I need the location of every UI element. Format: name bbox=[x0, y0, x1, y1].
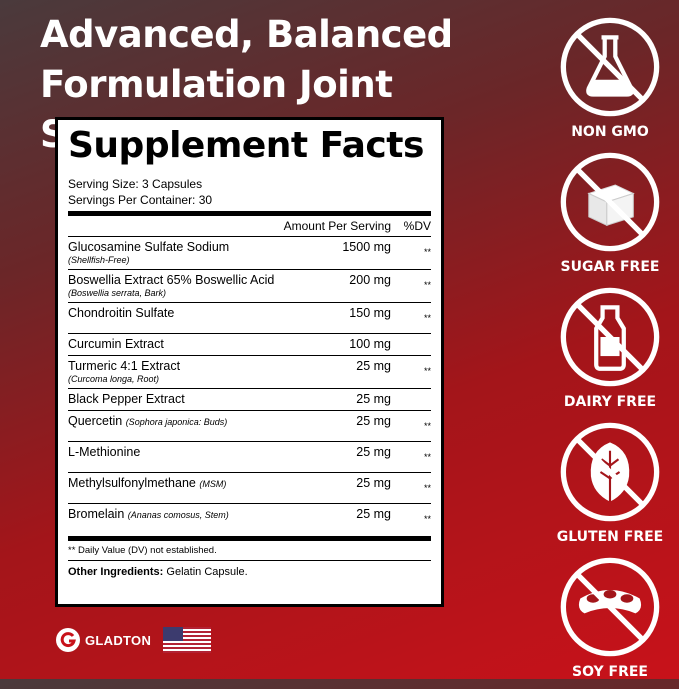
other-label: Other Ingredients: bbox=[68, 566, 164, 578]
ingredient-dv: ** bbox=[423, 452, 431, 462]
ingredient-dv: ** bbox=[423, 247, 431, 257]
sugar-cube-icon bbox=[560, 152, 660, 252]
column-dv: %DV bbox=[403, 219, 431, 233]
ingredient-row: Quercetin (Sophora japonica: Buds) 25 mg *… bbox=[68, 410, 431, 441]
ingredient-amount: 25 mg bbox=[356, 359, 391, 373]
brand-g-icon bbox=[56, 628, 80, 652]
ingredient-label: Glucosamine Sulfate Sodium bbox=[68, 240, 230, 254]
thick-divider bbox=[68, 211, 431, 216]
serving-info: Serving Size: 3 Capsules Servings Per Co… bbox=[68, 176, 431, 208]
ingredient-label: L-Methionine bbox=[68, 445, 141, 459]
badge-dairy-free: DAIRY FREE bbox=[555, 284, 665, 410]
brand-name: GLADTON bbox=[85, 632, 152, 648]
soybean-icon bbox=[560, 557, 660, 657]
ingredient-source: (Curcoma longa, Root) bbox=[68, 374, 160, 384]
ingredient-row: Methylsulfonylmethane (MSM) 25 mg ** bbox=[68, 472, 431, 503]
ingredient-name: Black Pepper Extract bbox=[68, 392, 301, 407]
badge-label: NON GMO bbox=[571, 124, 649, 140]
ingredient-name: Curcumin Extract bbox=[68, 337, 301, 352]
column-header: Amount Per Serving %DV bbox=[68, 216, 431, 236]
badge-label: GLUTEN FREE bbox=[556, 529, 664, 545]
ingredient-row: Turmeric 4:1 Extract (Curcoma longa, Root… bbox=[68, 355, 431, 388]
badge-label: SOY FREE bbox=[572, 664, 648, 680]
ingredient-row: Bromelain (Ananas comosus, Stem) 25 mg ** bbox=[68, 503, 431, 534]
ingredient-row: Curcumin Extract 100 mg bbox=[68, 333, 431, 355]
us-flag-icon bbox=[163, 627, 211, 653]
ingredient-name: Bromelain (Ananas comosus, Stem) bbox=[68, 507, 301, 531]
ingredient-row: Boswellia Extract 65% Boswellic Acid (Bos… bbox=[68, 269, 431, 302]
headline: Advanced, Balanced Formulation Joint Sup… bbox=[40, 10, 500, 160]
badges: NON GMO SUGAR FREE DAIRY FREE GLUTEN FRE… bbox=[555, 14, 665, 689]
ingredient-dv: ** bbox=[423, 366, 431, 376]
ingredient-amount: 25 mg bbox=[356, 445, 391, 459]
facts-title: Supplement Facts bbox=[68, 125, 424, 166]
ingredient-row: Black Pepper Extract 25 mg bbox=[68, 388, 431, 410]
ingredient-amount: 1500 mg bbox=[342, 240, 391, 254]
leaf-icon bbox=[560, 422, 660, 522]
ingredient-amount: 100 mg bbox=[349, 337, 391, 351]
ingredient-name: Boswellia Extract 65% Boswellic Acid (Bos… bbox=[68, 273, 301, 299]
supplement-facts-panel: Supplement Facts Serving Size: 3 Capsule… bbox=[55, 117, 444, 607]
column-amount: Amount Per Serving bbox=[283, 219, 391, 233]
other-ingredients: Other Ingredients: Gelatin Capsule. bbox=[68, 560, 431, 583]
ingredient-amount: 200 mg bbox=[349, 273, 391, 287]
ingredient-dv: ** bbox=[423, 514, 431, 524]
ingredient-dv bbox=[391, 392, 431, 407]
ingredient-source: (Sophora japonica: Buds) bbox=[125, 417, 228, 427]
ingredient-amount: 150 mg bbox=[349, 306, 391, 320]
badge-sugar-free: SUGAR FREE bbox=[555, 149, 665, 275]
ingredient-amount: 25 mg bbox=[356, 476, 391, 490]
headline-line-1: Advanced, Balanced bbox=[40, 13, 453, 56]
ingredient-label: Black Pepper Extract bbox=[68, 392, 185, 406]
ingredient-label: Bromelain bbox=[68, 507, 125, 521]
milk-bottle-icon bbox=[560, 287, 660, 387]
ingredient-row: Chondroitin Sulfate 150 mg ** bbox=[68, 302, 431, 333]
ingredient-dv: ** bbox=[423, 280, 431, 290]
ingredient-dv bbox=[391, 337, 431, 352]
ingredient-amount: 25 mg bbox=[356, 507, 391, 521]
ingredient-dv: ** bbox=[423, 313, 431, 323]
ingredient-label: Chondroitin Sulfate bbox=[68, 306, 175, 320]
ingredient-dv: ** bbox=[423, 421, 431, 431]
ingredient-source: (MSM) bbox=[199, 479, 227, 489]
ingredient-source: (Ananas comosus, Stem) bbox=[127, 510, 229, 520]
ingredient-source: (Shellfish-Free) bbox=[68, 255, 130, 265]
ingredient-name: Turmeric 4:1 Extract (Curcoma longa, Root… bbox=[68, 359, 301, 385]
ingredient-amount: 25 mg bbox=[356, 392, 391, 406]
ingredient-label: Curcumin Extract bbox=[68, 337, 164, 351]
flask-icon bbox=[560, 17, 660, 117]
ingredient-name: L-Methionine bbox=[68, 445, 301, 469]
ingredient-name: Methylsulfonylmethane (MSM) bbox=[68, 476, 301, 500]
brand-logo: GLADTON bbox=[55, 627, 151, 653]
servings-per-container: Servings Per Container: 30 bbox=[68, 193, 213, 207]
ingredient-amount: 25 mg bbox=[356, 414, 391, 428]
ingredient-name: Chondroitin Sulfate bbox=[68, 306, 301, 330]
footnote: ** Daily Value (DV) not established. bbox=[68, 536, 431, 560]
badge-soy-free: SOY FREE bbox=[555, 554, 665, 680]
ingredient-label: Boswellia Extract 65% Boswellic Acid bbox=[68, 273, 275, 287]
ingredient-dv: ** bbox=[423, 483, 431, 493]
ingredient-row: Glucosamine Sulfate Sodium (Shellfish-Fre… bbox=[68, 236, 431, 269]
ingredient-source: (Boswellia serrata, Bark) bbox=[68, 288, 167, 298]
badge-label: SUGAR FREE bbox=[560, 259, 660, 275]
other-value: Gelatin Capsule. bbox=[166, 566, 248, 578]
badge-non-gmo: NON GMO bbox=[555, 14, 665, 140]
ingredient-name: Glucosamine Sulfate Sodium (Shellfish-Fre… bbox=[68, 240, 301, 266]
ingredient-row: L-Methionine 25 mg ** bbox=[68, 441, 431, 472]
badge-gluten-free: GLUTEN FREE bbox=[555, 419, 665, 545]
ingredient-label: Quercetin bbox=[68, 414, 123, 428]
ingredient-label: Turmeric 4:1 Extract bbox=[68, 359, 181, 373]
ingredient-name: Quercetin (Sophora japonica: Buds) bbox=[68, 414, 301, 438]
ingredient-label: Methylsulfonylmethane bbox=[68, 476, 196, 490]
ingredient-rows: Glucosamine Sulfate Sodium (Shellfish-Fre… bbox=[68, 236, 431, 534]
serving-size: Serving Size: 3 Capsules bbox=[68, 177, 203, 191]
badge-label: DAIRY FREE bbox=[563, 394, 657, 410]
